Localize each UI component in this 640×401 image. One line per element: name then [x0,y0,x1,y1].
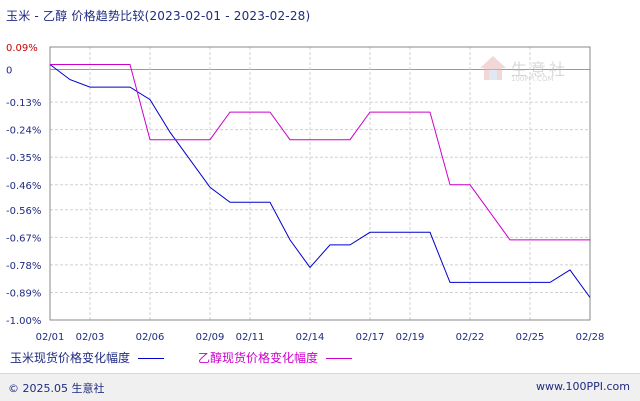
watermark-text: 生意社 [511,60,569,79]
y-tick-label: -0.67% [6,233,41,244]
x-tick-label: 02/17 [356,332,385,343]
series-layer [49,64,591,298]
y-tick-label: -0.35% [6,153,41,164]
legend-swatch-ethanol [326,358,353,359]
x-tick-label: 02/28 [576,332,605,343]
x-tick-label: 02/01 [36,332,65,343]
watermark-url: 100PPI.COM [511,75,554,83]
series-line-corn [49,64,591,298]
x-tick-label: 02/19 [396,332,425,343]
legend-item-corn: 玉米现货价格变化幅度 [10,349,165,366]
y-tick-label: -0.24% [6,126,41,137]
y-tick-label: 0 [6,66,12,77]
y-tick-label: -0.56% [6,206,41,217]
y-tick-label: -0.78% [6,261,41,272]
x-tick-label: 02/06 [136,332,165,343]
plot-frame [49,46,591,321]
copyright-text: © 2025.05 生意社 [8,382,105,395]
chart-title: 玉米 - 乙醇 价格趋势比较(2023-02-01 - 2023-02-28) [6,9,311,23]
y-axis-ticks: 0.09% 0 -0.13% -0.24% -0.35% -0.46% -0.56% -0.6… [6,43,41,327]
series-line-ethanol [50,64,590,241]
y-tick-label: 0.09% [6,43,38,54]
x-tick-label: 02/22 [456,332,485,343]
legend-item-ethanol: 乙醇现货价格变化幅度 [198,349,353,366]
y-tick-label: -0.13% [6,98,41,109]
watermark: 生意社 100PPI.COM [478,54,578,83]
y-tick-label: -1.00% [6,316,41,327]
footer: © 2025.05 生意社 www.100PPI.com [0,373,640,401]
legend-swatch-corn [138,358,165,359]
x-tick-label: 02/03 [76,332,105,343]
house-logo-icon [480,56,506,80]
legend-label-ethanol: 乙醇现货价格变化幅度 [198,351,319,365]
x-tick-label: 02/11 [236,332,265,343]
y-tick-label: -0.89% [6,288,41,299]
x-tick-label: 02/14 [296,332,325,343]
y-tick-label: -0.46% [6,181,41,192]
x-tick-label: 02/09 [196,332,225,343]
site-link[interactable]: www.100PPI.com [536,380,630,393]
x-axis-ticks: 02/01 02/03 02/06 02/09 02/11 02/14 02/17 02/19… [36,332,605,343]
axis-layer [49,46,591,321]
legend-label-corn: 玉米现货价格变化幅度 [10,351,131,365]
site-logo-icon [540,381,558,393]
x-tick-label: 02/25 [516,332,545,343]
